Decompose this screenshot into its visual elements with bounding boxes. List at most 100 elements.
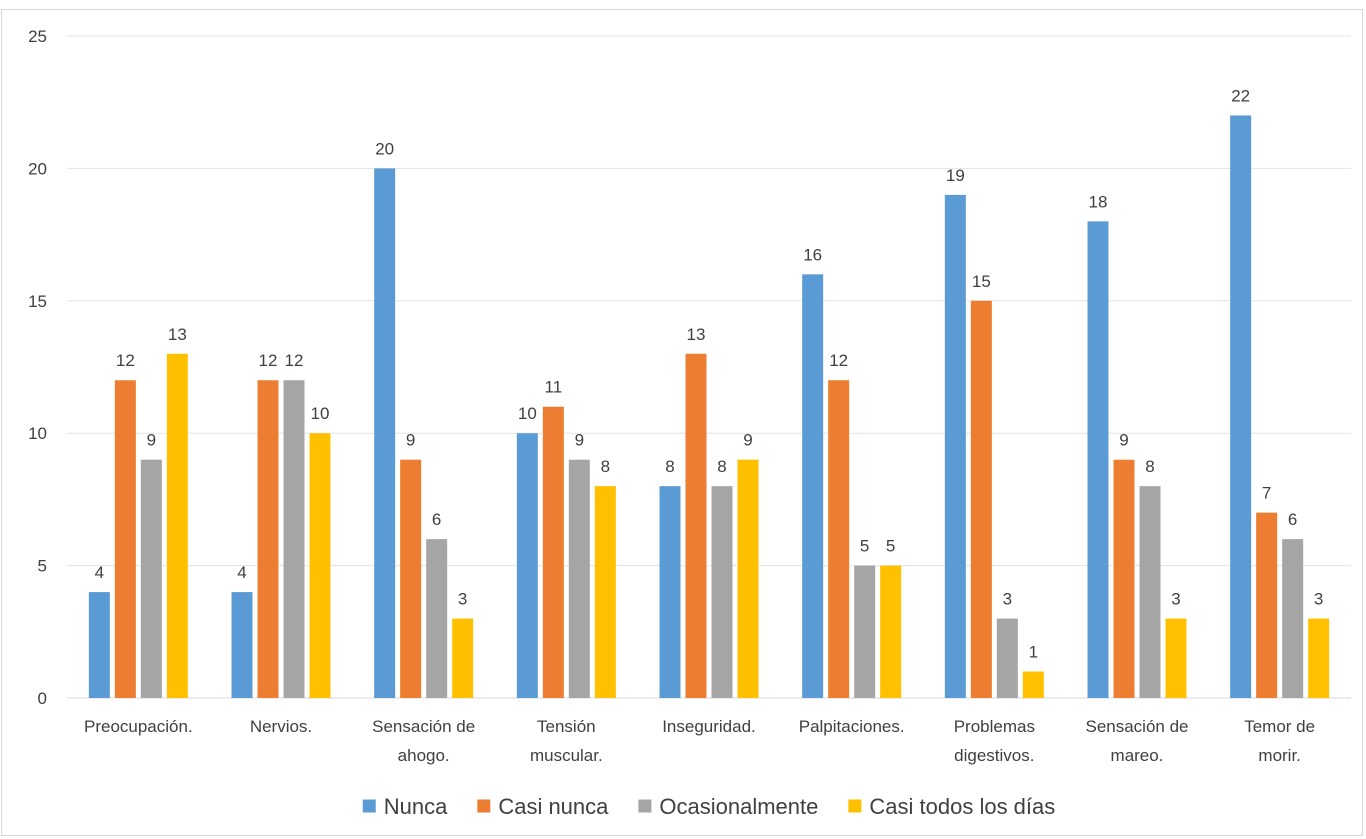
bar-nunca (1230, 115, 1252, 698)
data-label: 18 (1089, 192, 1108, 211)
data-label: 13 (168, 325, 187, 344)
legend-label-casi-nunca: Casi nunca (498, 794, 609, 819)
x-tick-label: Temor de (1244, 717, 1315, 736)
bar-casi-todos-los-días (452, 618, 474, 698)
data-label: 9 (743, 431, 752, 450)
bar-casi-nunca (257, 380, 279, 698)
x-tick-label: muscular. (530, 746, 603, 765)
data-label: 5 (860, 537, 869, 556)
data-label: 8 (1145, 457, 1154, 476)
x-tick-label: Tensión (537, 717, 596, 736)
x-tick-label: Problemas (954, 717, 1035, 736)
bar-ocasionalmente (711, 486, 733, 698)
data-label: 4 (237, 563, 246, 582)
data-label: 12 (116, 351, 135, 370)
data-label: 4 (95, 563, 104, 582)
x-tick-label: morir. (1258, 746, 1301, 765)
bar-casi-todos-los-días (737, 459, 759, 698)
data-label: 6 (432, 510, 441, 529)
x-tick-label: Palpitaciones. (799, 717, 905, 736)
data-label: 11 (545, 378, 563, 397)
bar-nunca (1087, 221, 1109, 699)
x-tick-label: Sensación de (372, 717, 475, 736)
y-tick-label: 0 (38, 689, 47, 708)
x-tick-label: ahogo. (398, 746, 450, 765)
data-label: 5 (886, 537, 895, 556)
legend-marker-casi-nunca (477, 799, 491, 813)
legend-marker-ocasionalmente (638, 799, 652, 813)
legend-label-ocasionalmente: Ocasionalmente (659, 794, 818, 819)
data-label: 9 (406, 431, 415, 450)
bar-ocasionalmente (283, 380, 305, 698)
bar-casi-nunca (685, 353, 707, 698)
data-label: 3 (458, 590, 467, 609)
y-tick-label: 20 (28, 159, 47, 178)
x-tick-label: Inseguridad. (662, 717, 756, 736)
bar-casi-todos-los-días (880, 565, 902, 698)
bar-casi-todos-los-días (1022, 671, 1044, 698)
bar-nunca (659, 486, 681, 698)
data-label: 13 (687, 325, 706, 344)
bar-nunca (88, 592, 110, 698)
data-label: 9 (575, 431, 584, 450)
data-label: 7 (1262, 484, 1271, 503)
bar-ocasionalmente (426, 539, 448, 698)
legend-marker-casi-todos-los-días (848, 799, 862, 813)
y-tick-label: 25 (28, 27, 47, 46)
bar-casi-nunca (828, 380, 850, 698)
x-tick-label: mareo. (1111, 746, 1164, 765)
x-tick-label: Preocupación. (84, 717, 193, 736)
x-tick-label: Nervios. (250, 717, 312, 736)
data-label: 12 (259, 351, 278, 370)
data-label: 3 (1314, 590, 1323, 609)
data-label: 12 (829, 351, 848, 370)
bar-casi-nunca (114, 380, 136, 698)
data-label: 3 (1171, 590, 1180, 609)
data-label: 15 (972, 272, 991, 291)
bar-casi-nunca (1256, 512, 1278, 698)
data-label: 6 (1288, 510, 1297, 529)
data-label: 1 (1029, 643, 1038, 662)
data-label: 8 (665, 457, 674, 476)
bar-casi-todos-los-días (1308, 618, 1330, 698)
legend-label-nunca: Nunca (384, 794, 448, 819)
bar-nunca (944, 194, 966, 698)
bar-casi-nunca (400, 459, 422, 698)
data-label: 16 (803, 245, 822, 264)
y-tick-label: 10 (28, 424, 47, 443)
bar-casi-nunca (542, 406, 564, 698)
bar-nunca (802, 274, 824, 698)
bar-casi-nunca (970, 300, 992, 698)
bar-casi-todos-los-días (1165, 618, 1187, 698)
bar-nunca (516, 433, 538, 698)
data-label: 9 (1119, 431, 1128, 450)
bar-casi-todos-los-días (594, 486, 616, 698)
bar-ocasionalmente (996, 618, 1018, 698)
data-label: 8 (717, 457, 726, 476)
bar-ocasionalmente (854, 565, 876, 698)
data-label: 20 (375, 139, 394, 158)
x-tick-label: digestivos. (954, 746, 1034, 765)
bar-ocasionalmente (1282, 539, 1304, 698)
bar-ocasionalmente (1139, 486, 1161, 698)
data-label: 9 (147, 431, 156, 450)
bar-ocasionalmente (568, 459, 590, 698)
data-label: 19 (946, 166, 965, 185)
data-label: 10 (518, 404, 537, 423)
data-label: 12 (285, 351, 304, 370)
data-label: 3 (1003, 590, 1012, 609)
bar-casi-todos-los-días (309, 433, 331, 698)
y-tick-label: 15 (28, 292, 47, 311)
y-tick-label: 5 (38, 557, 47, 576)
legend-label-casi-todos-los-días: Casi todos los días (869, 794, 1055, 819)
legend-marker-nunca (362, 799, 376, 813)
data-label: 22 (1231, 86, 1250, 105)
data-label: 10 (311, 404, 330, 423)
bar-ocasionalmente (140, 459, 162, 698)
bar-casi-nunca (1113, 459, 1135, 698)
bar-nunca (374, 168, 396, 698)
bar-casi-todos-los-días (166, 353, 188, 698)
data-label: 8 (601, 457, 610, 476)
x-tick-label: Sensación de (1085, 717, 1188, 736)
